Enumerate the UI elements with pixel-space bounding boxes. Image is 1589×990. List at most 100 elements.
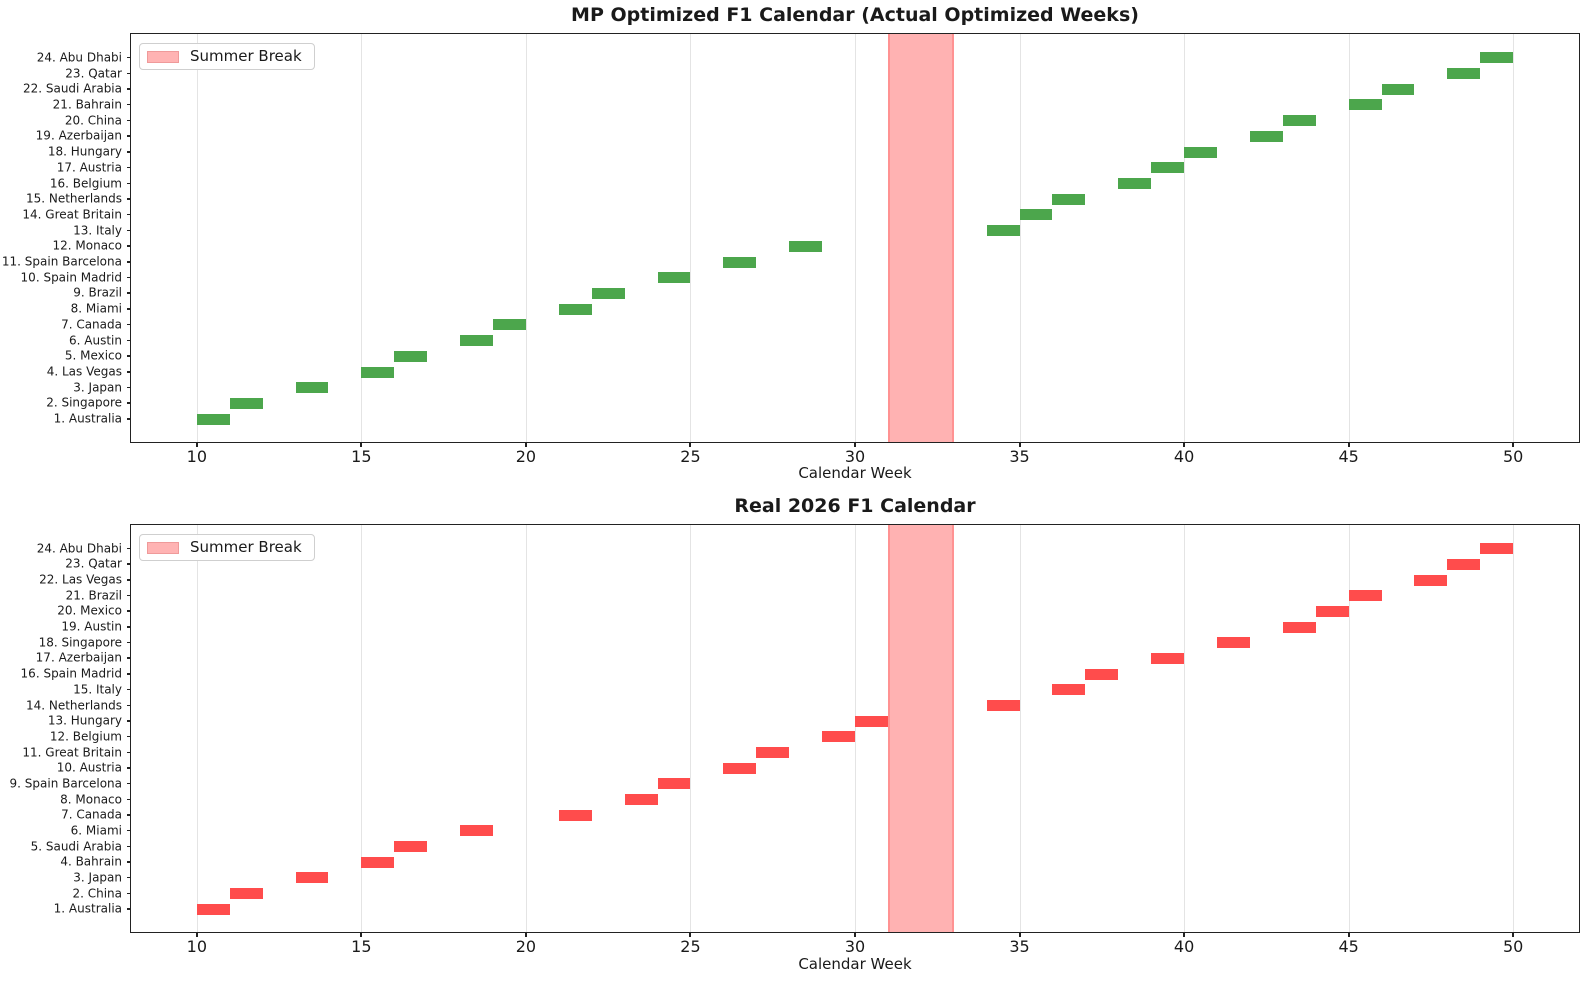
y-tick-mark — [127, 735, 131, 738]
y-tick-mark — [127, 861, 131, 863]
y-tick-label: 16. Belgium — [49, 176, 122, 191]
y-tick-label: 21. Bahrain — [52, 97, 122, 112]
optimized-calendar-chart: MP Optimized F1 Calendar (Actual Optimiz… — [0, 0, 1589, 485]
y-tick-mark — [127, 339, 131, 342]
race-bar — [1052, 684, 1086, 696]
x-tick-mark — [524, 932, 527, 937]
x-tick-label: 20 — [515, 937, 537, 956]
plot-area: Summer Break 10 15 20 25 30 35 40 45 50 1. Austra… — [10, 524, 1580, 955]
y-tick-mark — [127, 641, 131, 644]
y-tick-label: 9. Brazil — [73, 285, 122, 300]
y-tick-mark — [127, 845, 131, 848]
race-bar — [855, 715, 888, 727]
race-bar — [361, 366, 395, 378]
y-tick-label: 12. Belgium — [49, 729, 122, 744]
y-tick-mark — [127, 198, 131, 200]
y-tick-label: 6. Austin — [69, 333, 122, 348]
summer-break-band — [887, 525, 954, 932]
race-bar — [1085, 668, 1119, 680]
y-tick-mark — [127, 182, 131, 185]
gridline-week-15 — [361, 525, 363, 932]
x-tick-mark — [1347, 442, 1350, 447]
y-tick-label: 9. Spain Barcelona — [9, 776, 122, 791]
y-tick-mark — [127, 119, 131, 122]
x-tick-mark — [1018, 442, 1021, 447]
race-bar — [723, 762, 757, 774]
gridline-week-25 — [690, 34, 692, 442]
race-bar — [229, 397, 263, 409]
y-tick-label: 17. Austria — [56, 160, 122, 175]
y-tick-mark — [127, 72, 131, 75]
y-tick-label: 7. Canada — [61, 317, 122, 332]
race-bar — [1282, 621, 1316, 633]
race-bar — [1348, 590, 1382, 602]
gridline-week-50 — [1513, 525, 1515, 932]
y-tick-label: 2. Singapore — [46, 395, 122, 410]
legend: Summer Break — [139, 43, 315, 70]
race-bar — [1118, 178, 1152, 190]
gridline-week-25 — [690, 525, 692, 932]
x-tick-mark — [195, 932, 198, 937]
gridline-week-35 — [1019, 525, 1021, 932]
y-tick-label: 14. Great Britain — [22, 207, 122, 222]
y-tick-mark — [127, 594, 131, 597]
x-tick-mark — [854, 932, 856, 937]
gridline-week-35 — [1019, 34, 1021, 442]
x-tick-label: 40 — [1173, 937, 1195, 956]
race-bar — [657, 272, 691, 284]
y-tick-mark — [127, 261, 131, 263]
y-tick-mark — [127, 88, 131, 90]
y-tick-mark — [127, 876, 131, 879]
y-tick-mark — [127, 673, 131, 675]
y-tick-label: 5. Saudi Arabia — [30, 839, 122, 854]
y-tick-label: 2. China — [72, 886, 122, 901]
y-tick-mark — [127, 688, 131, 691]
gridline-week-10 — [196, 34, 198, 442]
race-bar — [591, 287, 625, 299]
y-tick-mark — [127, 166, 131, 169]
gridline-week-40 — [1184, 525, 1186, 932]
race-bar — [1019, 209, 1053, 221]
y-tick-mark — [127, 626, 131, 628]
y-tick-mark — [127, 892, 131, 895]
x-tick-mark — [360, 932, 363, 937]
race-bar — [196, 413, 230, 425]
y-tick-mark — [127, 103, 131, 106]
y-tick-label: 6. Miami — [70, 823, 122, 838]
y-tick-label: 18. Singapore — [38, 635, 122, 650]
x-tick-mark — [524, 442, 527, 447]
x-tick-label: 15 — [351, 937, 372, 956]
y-tick-label: 20. China — [64, 113, 122, 128]
x-tick-label: 50 — [1502, 937, 1524, 956]
race-bar — [460, 335, 493, 347]
y-tick-label: 15. Italy — [73, 682, 122, 697]
gridline-week-45 — [1348, 34, 1350, 442]
y-tick-label: 8. Monaco — [60, 792, 122, 807]
y-tick-mark — [127, 292, 131, 294]
x-tick-mark — [854, 442, 856, 447]
y-tick-label: 13. Hungary — [47, 713, 122, 728]
race-bar — [1184, 146, 1217, 158]
race-bar — [723, 256, 757, 268]
y-tick-mark — [127, 151, 131, 153]
gridline-week-30 — [855, 34, 856, 442]
y-tick-label: 15. Netherlands — [25, 191, 122, 206]
y-tick-mark — [127, 720, 131, 722]
y-tick-mark — [127, 563, 131, 565]
y-tick-label: 21. Brazil — [65, 588, 122, 603]
y-tick-mark — [127, 56, 131, 59]
gridline-week-10 — [196, 525, 198, 932]
race-bar — [1315, 605, 1349, 617]
x-tick-mark — [689, 932, 692, 937]
summer-break-band — [887, 34, 954, 442]
y-tick-mark — [127, 386, 131, 389]
x-tick-mark — [1347, 932, 1350, 937]
y-tick-mark — [127, 798, 131, 801]
race-bar — [756, 747, 790, 758]
x-tick-label: 35 — [1009, 937, 1030, 956]
x-tick-label: 35 — [1009, 447, 1030, 466]
x-tick-label: 30 — [844, 447, 866, 466]
race-bar — [394, 350, 428, 362]
gridline-week-50 — [1513, 34, 1515, 442]
x-tick-label: 15 — [351, 447, 372, 466]
